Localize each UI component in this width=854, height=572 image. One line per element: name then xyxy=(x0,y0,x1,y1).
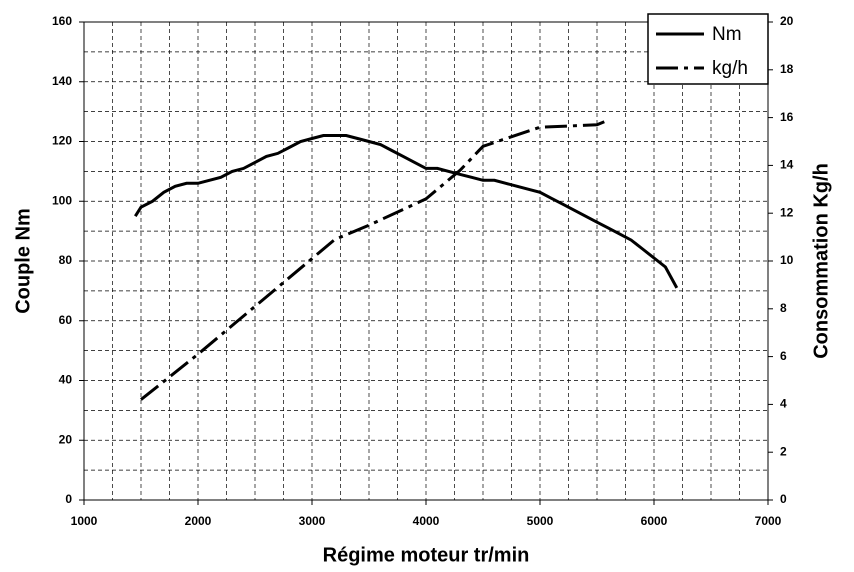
x-tick-label: 3000 xyxy=(299,514,326,528)
x-tick-label: 6000 xyxy=(641,514,668,528)
y-tick-label: 100 xyxy=(52,193,72,207)
x-tick-label: 4000 xyxy=(413,514,440,528)
y-tick-label: 120 xyxy=(52,134,72,148)
y-axis-title: Couple Nm xyxy=(12,208,34,314)
legend-label: Nm xyxy=(712,24,742,45)
y2-tick-label: 18 xyxy=(780,62,794,76)
y2-axis-title: Consommation Kg/h xyxy=(810,163,832,359)
y2-tick-label: 16 xyxy=(780,110,794,124)
y2-tick-label: 12 xyxy=(780,205,794,219)
y2-tick-label: 0 xyxy=(780,492,787,506)
y-tick-label: 20 xyxy=(59,432,73,446)
y2-tick-label: 14 xyxy=(780,158,794,172)
y-tick-label: 80 xyxy=(59,253,73,267)
y-tick-label: 40 xyxy=(59,373,73,387)
x-tick-label: 7000 xyxy=(755,514,782,528)
series-line xyxy=(140,118,609,401)
y-tick-label: 160 xyxy=(52,14,72,28)
y2-tick-label: 20 xyxy=(780,14,794,28)
plot-frame xyxy=(83,21,769,501)
x-tick-label: 5000 xyxy=(527,514,554,528)
x-tick-label: 2000 xyxy=(185,514,212,528)
y2-tick-label: 6 xyxy=(780,349,787,363)
legend-box xyxy=(647,13,769,85)
x-tick-label: 1000 xyxy=(71,514,98,528)
legend: Nm kg/h xyxy=(647,13,769,85)
y2-tick-label: 10 xyxy=(780,253,794,267)
y-tick-label: 0 xyxy=(65,492,72,506)
y2-tick-label: 2 xyxy=(780,444,787,458)
y-tick-label: 60 xyxy=(59,313,73,327)
y-tick-label: 140 xyxy=(52,74,72,88)
y2-tick-label: 8 xyxy=(780,301,787,315)
y2-tick-label: 4 xyxy=(780,397,787,411)
series-line xyxy=(134,134,679,289)
legend-label: kg/h xyxy=(712,58,748,79)
x-axis-title: Régime moteur tr/min xyxy=(323,544,530,566)
